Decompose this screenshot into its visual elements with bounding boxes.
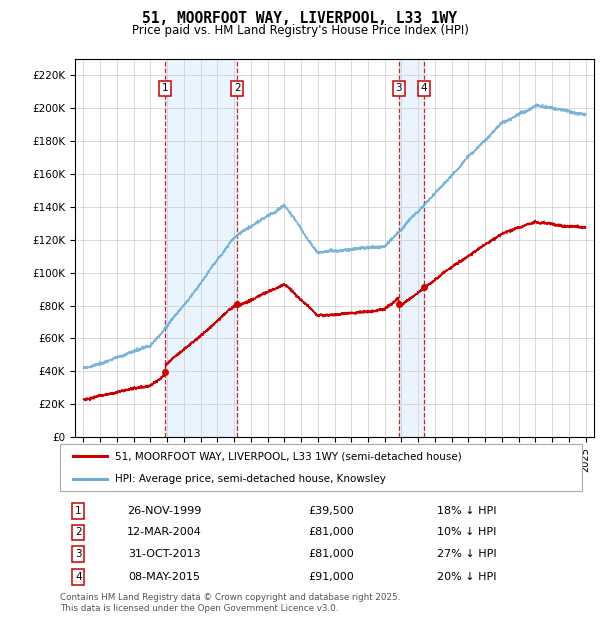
Text: 27% ↓ HPI: 27% ↓ HPI: [437, 549, 497, 559]
Text: 4: 4: [421, 84, 427, 94]
Text: 10% ↓ HPI: 10% ↓ HPI: [437, 528, 497, 538]
Bar: [166, 59, 238, 437]
Text: 1: 1: [75, 506, 82, 516]
Text: 1: 1: [162, 84, 169, 94]
Text: £91,000: £91,000: [308, 572, 355, 582]
Text: Price paid vs. HM Land Registry's House Price Index (HPI): Price paid vs. HM Land Registry's House …: [131, 24, 469, 37]
Text: £81,000: £81,000: [308, 528, 355, 538]
Bar: [398, 59, 424, 437]
Text: 31-OCT-2013: 31-OCT-2013: [128, 549, 201, 559]
Text: 3: 3: [395, 84, 402, 94]
Text: Contains HM Land Registry data © Crown copyright and database right 2025.
This d: Contains HM Land Registry data © Crown c…: [60, 593, 400, 613]
Text: 2: 2: [234, 84, 241, 94]
Text: 26-NOV-1999: 26-NOV-1999: [127, 506, 202, 516]
Text: 12-MAR-2004: 12-MAR-2004: [127, 528, 202, 538]
Text: HPI: Average price, semi-detached house, Knowsley: HPI: Average price, semi-detached house,…: [115, 474, 386, 484]
Text: 18% ↓ HPI: 18% ↓ HPI: [437, 506, 497, 516]
Text: 51, MOORFOOT WAY, LIVERPOOL, L33 1WY: 51, MOORFOOT WAY, LIVERPOOL, L33 1WY: [143, 11, 458, 26]
Text: 3: 3: [75, 549, 82, 559]
Text: 20% ↓ HPI: 20% ↓ HPI: [437, 572, 497, 582]
Text: 51, MOORFOOT WAY, LIVERPOOL, L33 1WY (semi-detached house): 51, MOORFOOT WAY, LIVERPOOL, L33 1WY (se…: [115, 451, 461, 461]
Text: £39,500: £39,500: [308, 506, 355, 516]
FancyBboxPatch shape: [60, 444, 582, 491]
Text: £81,000: £81,000: [308, 549, 355, 559]
Text: 4: 4: [75, 572, 82, 582]
Text: 2: 2: [75, 528, 82, 538]
Text: 08-MAY-2015: 08-MAY-2015: [128, 572, 200, 582]
